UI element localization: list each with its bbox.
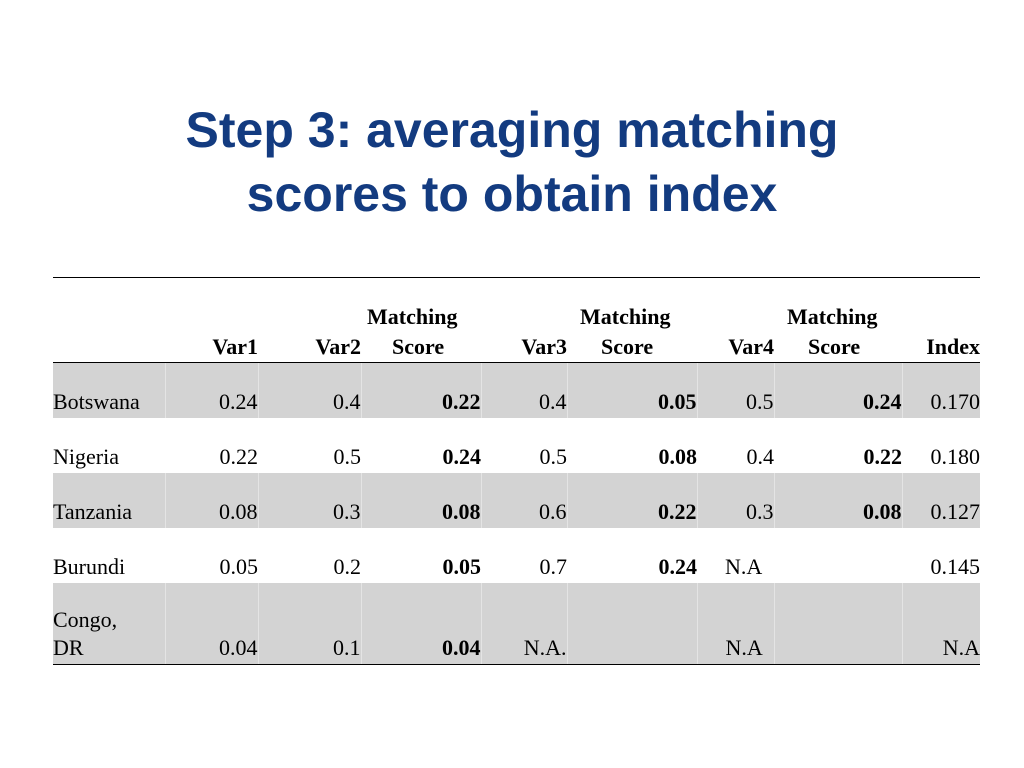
matching-score-1-cell: 0.04 <box>361 582 482 665</box>
table-row-congo-dr: Congo, DR 0.04 0.1 0.04 N.A. N.A N.A <box>53 582 980 665</box>
var3-cell: N.A. <box>481 582 568 665</box>
matching-score-2-cell: 0.05 <box>567 362 698 418</box>
country-cell: Congo, DR <box>53 582 166 665</box>
index-cell: 0.145 <box>930 553 981 579</box>
slide-title-line-2: scores to obtain index <box>246 166 778 222</box>
table-row-tanzania: Tanzania 0.08 0.3 0.08 0.6 0.22 0.3 0.08… <box>53 472 980 528</box>
matching-score-1-cell: 0.08 <box>361 472 482 528</box>
var2-cell: 0.3 <box>258 472 362 528</box>
var4-cell: N.A <box>697 582 775 665</box>
matching-score-3-cell: 0.08 <box>774 472 903 528</box>
var3-cell: 0.6 <box>481 472 568 528</box>
header-var4: Var4 <box>697 302 774 363</box>
country-cell: Nigeria <box>53 443 119 469</box>
table-row-botswana: Botswana 0.24 0.4 0.22 0.4 0.05 0.5 0.24… <box>53 362 980 418</box>
var2-cell: 0.4 <box>258 362 362 418</box>
var1-cell: 0.22 <box>219 443 259 469</box>
table-row-nigeria: Nigeria 0.22 0.5 0.24 0.5 0.08 0.4 0.22 … <box>53 418 980 473</box>
header-var2: Var2 <box>258 302 361 363</box>
var3-cell: 0.4 <box>481 362 568 418</box>
country-cell: Botswana <box>53 362 166 418</box>
matching-score-1-cell: 0.24 <box>442 443 482 469</box>
matching-score-1-cell: 0.22 <box>361 362 482 418</box>
country-line-2: DR <box>53 635 84 660</box>
var2-cell: 0.5 <box>333 443 362 469</box>
country-line-1: Congo, <box>53 607 118 632</box>
matching-score-3-cell <box>774 528 902 583</box>
matching-score-3-cell: 0.24 <box>774 362 903 418</box>
slide-title: Step 3: averaging matching scores to obt… <box>0 98 1024 226</box>
index-cell: 0.127 <box>902 472 980 528</box>
header-var1: Var1 <box>165 302 258 363</box>
matching-score-1-cell: 0.05 <box>442 553 482 579</box>
header-var3: Var3 <box>481 302 567 363</box>
var4-cell: N.A <box>725 553 763 579</box>
var1-cell: 0.08 <box>165 472 259 528</box>
header-row: Var1 Var2 Matching Score Var3 Matching S… <box>53 302 980 363</box>
index-cell: N.A <box>902 582 980 665</box>
matching-score-2-cell: 0.24 <box>658 553 698 579</box>
country-cell: Tanzania <box>53 472 166 528</box>
matching-score-2-cell: 0.22 <box>567 472 698 528</box>
matching-score-3-cell <box>774 582 903 665</box>
var4-cell: 0.3 <box>697 472 775 528</box>
var2-cell: 0.1 <box>258 582 362 665</box>
slide-title-line-1: Step 3: averaging matching <box>185 102 839 158</box>
var1-cell: 0.05 <box>219 553 259 579</box>
var1-cell: 0.04 <box>165 582 259 665</box>
table-top-rule <box>53 277 980 278</box>
var4-cell: 0.4 <box>746 443 775 469</box>
country-cell: Burundi <box>53 553 126 579</box>
var3-cell: 0.7 <box>539 553 568 579</box>
index-cell: 0.180 <box>930 443 981 469</box>
var4-cell: 0.5 <box>697 362 775 418</box>
header-index: Index <box>902 302 980 363</box>
header-matching-score-3: Matching Score <box>774 302 902 363</box>
matching-scores-table: Var1 Var2 Matching Score Var3 Matching S… <box>53 302 980 665</box>
table-row-burundi: Burundi 0.05 0.2 0.05 0.7 0.24 N.A 0.145 <box>53 528 980 583</box>
header-matching-score-1: Matching Score <box>361 302 481 363</box>
var1-cell: 0.24 <box>165 362 259 418</box>
header-matching-score-2: Matching Score <box>567 302 697 363</box>
matching-score-2-cell: 0.08 <box>658 443 698 469</box>
var3-cell: 0.5 <box>539 443 568 469</box>
var2-cell: 0.2 <box>333 553 362 579</box>
index-cell: 0.170 <box>902 362 980 418</box>
matching-score-2-cell <box>567 582 698 665</box>
header-country <box>53 302 165 363</box>
matching-score-3-cell: 0.22 <box>863 443 903 469</box>
